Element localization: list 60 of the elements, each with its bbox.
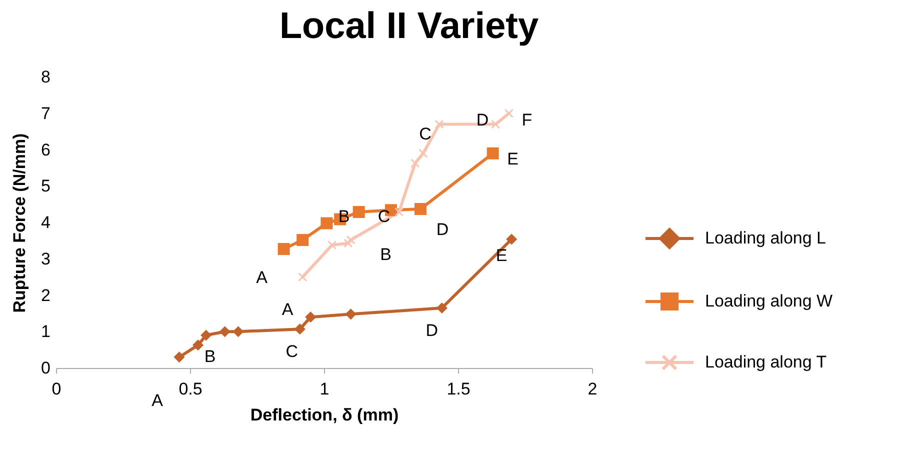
annotation: E <box>507 149 519 168</box>
point <box>410 158 420 168</box>
x-tick-label: 2 <box>588 380 598 398</box>
point <box>233 326 244 337</box>
annotation: A <box>256 268 268 288</box>
annotation: C <box>378 207 390 226</box>
point <box>298 272 308 282</box>
annotation: A <box>282 300 294 320</box>
legend-label: Loading along W <box>705 292 833 310</box>
annotation: E <box>496 246 508 266</box>
annotation: B <box>204 347 216 366</box>
point <box>436 302 448 314</box>
x-tick-label: 1.5 <box>446 380 470 398</box>
x-tick-label: 0.5 <box>178 380 202 398</box>
point <box>414 203 426 216</box>
annotation: D <box>436 220 449 240</box>
point <box>174 352 184 362</box>
point <box>346 308 356 320</box>
y-tick-label: 2 <box>41 286 50 305</box>
annotation: D <box>476 110 489 130</box>
y-axis-title: Rupture Force (N/mm) <box>10 133 30 313</box>
point <box>327 240 337 250</box>
annotation: B <box>338 207 350 226</box>
y-tick-label: 3 <box>41 249 50 268</box>
y-tick-label: 4 <box>41 213 50 232</box>
annotation: D <box>426 320 438 340</box>
x-tick-label: 1 <box>320 380 330 398</box>
point <box>305 312 316 322</box>
point <box>506 234 517 244</box>
legend-label: Loading along L <box>705 228 826 248</box>
point <box>294 324 306 334</box>
y-tick-label: 7 <box>41 104 50 123</box>
point <box>220 326 230 337</box>
point <box>486 147 499 160</box>
point <box>394 207 404 216</box>
point <box>504 108 514 118</box>
point <box>344 238 353 248</box>
chart-title: Local II Variety <box>279 5 539 46</box>
point <box>418 148 428 158</box>
y-tick-label: 6 <box>41 140 50 160</box>
y-tick-label: 5 <box>41 176 50 196</box>
y-tick-label: 8 <box>41 68 50 86</box>
point <box>320 217 333 230</box>
annotation: C <box>419 124 432 144</box>
annotation: F <box>522 110 532 130</box>
point <box>352 206 365 218</box>
point <box>296 234 309 246</box>
point <box>200 330 212 340</box>
point <box>278 243 290 256</box>
y-tick-label: 1 <box>41 322 50 342</box>
y-tick-label: 0 <box>41 358 50 378</box>
annotation: B <box>380 244 392 264</box>
point <box>490 120 500 129</box>
point <box>346 235 356 245</box>
point <box>434 120 444 129</box>
annotation: A <box>152 391 164 410</box>
point <box>192 340 204 350</box>
x-axis-title: Deflection, δ (mm) <box>250 406 399 424</box>
legend-label: Loading along T <box>705 352 827 372</box>
annotation: C <box>286 342 298 362</box>
